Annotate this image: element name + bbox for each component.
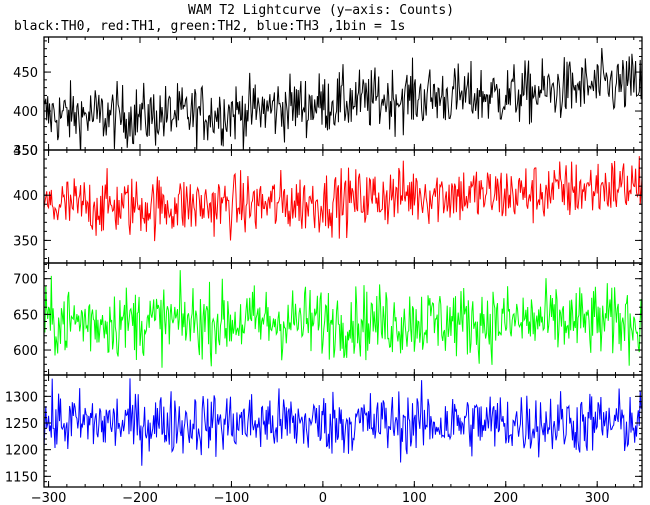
series-line-th3 [44, 378, 642, 466]
x-tick-label: −100 [214, 491, 250, 505]
y-tick-label: 400 [13, 105, 38, 120]
panel-th1: 450 400 350 [13, 144, 643, 264]
x-tick-label: 100 [402, 491, 427, 505]
y-tick-label: 650 [13, 308, 38, 323]
panels: 4504003504504003507006506001300125012001… [5, 36, 643, 488]
y-tick-label: 1300 [5, 390, 38, 405]
x-tick-label: 300 [585, 491, 610, 505]
y-tick-label: 1150 [5, 470, 38, 485]
y-tick-label: 350 [13, 144, 38, 159]
x-tick-label: 200 [493, 491, 518, 505]
y-tick-label: 450 [13, 66, 38, 81]
panel-th2: 700 650 600 [13, 262, 643, 376]
y-tick-label: 600 [13, 344, 38, 359]
series-line-th0 [44, 47, 642, 150]
chart-title: WAM T2 Lightcurve (y−axis: Counts) [188, 3, 454, 18]
series-line-th1 [44, 156, 642, 242]
y-tick-label: 450 [13, 144, 38, 159]
series-line-th2 [44, 270, 642, 368]
chart-subtitle: black:TH0, red:TH1, green:TH2, blue:TH3 … [14, 19, 405, 34]
x-tick-label: 0 [319, 491, 327, 505]
panel-th0: 450 400 350 [13, 36, 643, 159]
y-tick-label: 1200 [5, 444, 38, 459]
y-tick-label: 350 [13, 234, 38, 249]
x-tick-label: −300 [31, 491, 67, 505]
x-tick-label: −200 [122, 491, 158, 505]
panel-th3: 1300 1250 1200 1150 [5, 374, 643, 488]
y-tick-label: 1250 [5, 417, 38, 432]
y-tick-label: 400 [13, 189, 38, 204]
y-tick-label: 700 [13, 273, 38, 288]
panel-frame [43, 374, 643, 488]
x-axis: −300 −200 −100 0 100 200 300 [31, 491, 610, 505]
